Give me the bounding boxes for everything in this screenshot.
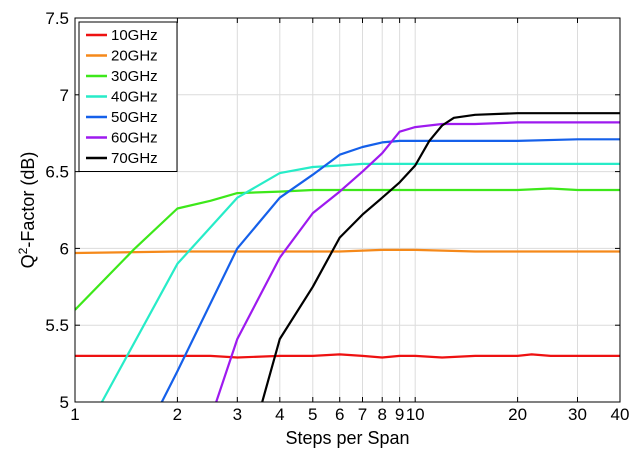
series-line-20ghz bbox=[75, 248, 620, 255]
y-tick-label: 6.5 bbox=[45, 163, 69, 182]
y-tick-label: 5 bbox=[60, 393, 69, 412]
series-line-60ghz bbox=[215, 121, 620, 402]
y-tick-label: 6 bbox=[60, 239, 69, 258]
y-axis-label: Q2-Factor (dB) bbox=[16, 152, 38, 269]
y-tick-label: 7.5 bbox=[45, 9, 69, 28]
y-tick-label: 5.5 bbox=[45, 316, 69, 335]
series-line-70ghz bbox=[261, 112, 620, 402]
x-tick-label: 30 bbox=[568, 405, 587, 424]
y-tick-label: 7 bbox=[60, 86, 69, 105]
x-tick-label: 8 bbox=[377, 405, 386, 424]
x-tick-label: 4 bbox=[275, 405, 284, 424]
x-tick-label: 6 bbox=[335, 405, 344, 424]
y-axis-label-main: Q bbox=[18, 254, 38, 268]
x-tick-label: 9 bbox=[395, 405, 404, 424]
x-tick-label: 3 bbox=[233, 405, 242, 424]
series-line-10ghz bbox=[75, 353, 620, 359]
x-tick-label: 40 bbox=[611, 405, 630, 424]
series-line-40ghz bbox=[100, 162, 620, 402]
grid bbox=[75, 18, 620, 402]
plot-frame bbox=[74, 17, 621, 403]
y-axis-label-rest: -Factor (dB) bbox=[18, 152, 38, 248]
legend-label: 10GHz bbox=[111, 27, 158, 44]
legend-label: 60GHz bbox=[111, 130, 158, 147]
x-tick-label: 1 bbox=[70, 405, 79, 424]
series-line-30ghz bbox=[75, 187, 620, 311]
y-axis-label-sup: 2 bbox=[16, 247, 30, 254]
series-lines bbox=[75, 112, 620, 402]
x-tick-label: 2 bbox=[173, 405, 182, 424]
legend-label: 70GHz bbox=[111, 150, 158, 167]
legend-label: 20GHz bbox=[111, 48, 158, 65]
legend: 10GHz 20GHz 30GHz 40GHz 50GHz 60GHz 70GHz bbox=[78, 21, 178, 172]
series-line-50ghz bbox=[160, 138, 620, 402]
x-axis-label: Steps per Span bbox=[285, 428, 409, 448]
legend-label: 30GHz bbox=[111, 68, 158, 85]
x-tick-label: 10 bbox=[406, 405, 425, 424]
x-tick-label: 20 bbox=[508, 405, 527, 424]
x-tick-label: 7 bbox=[358, 405, 367, 424]
x-tick-label: 5 bbox=[308, 405, 317, 424]
legend-label: 50GHz bbox=[111, 109, 158, 126]
legend-label: 40GHz bbox=[111, 89, 158, 106]
